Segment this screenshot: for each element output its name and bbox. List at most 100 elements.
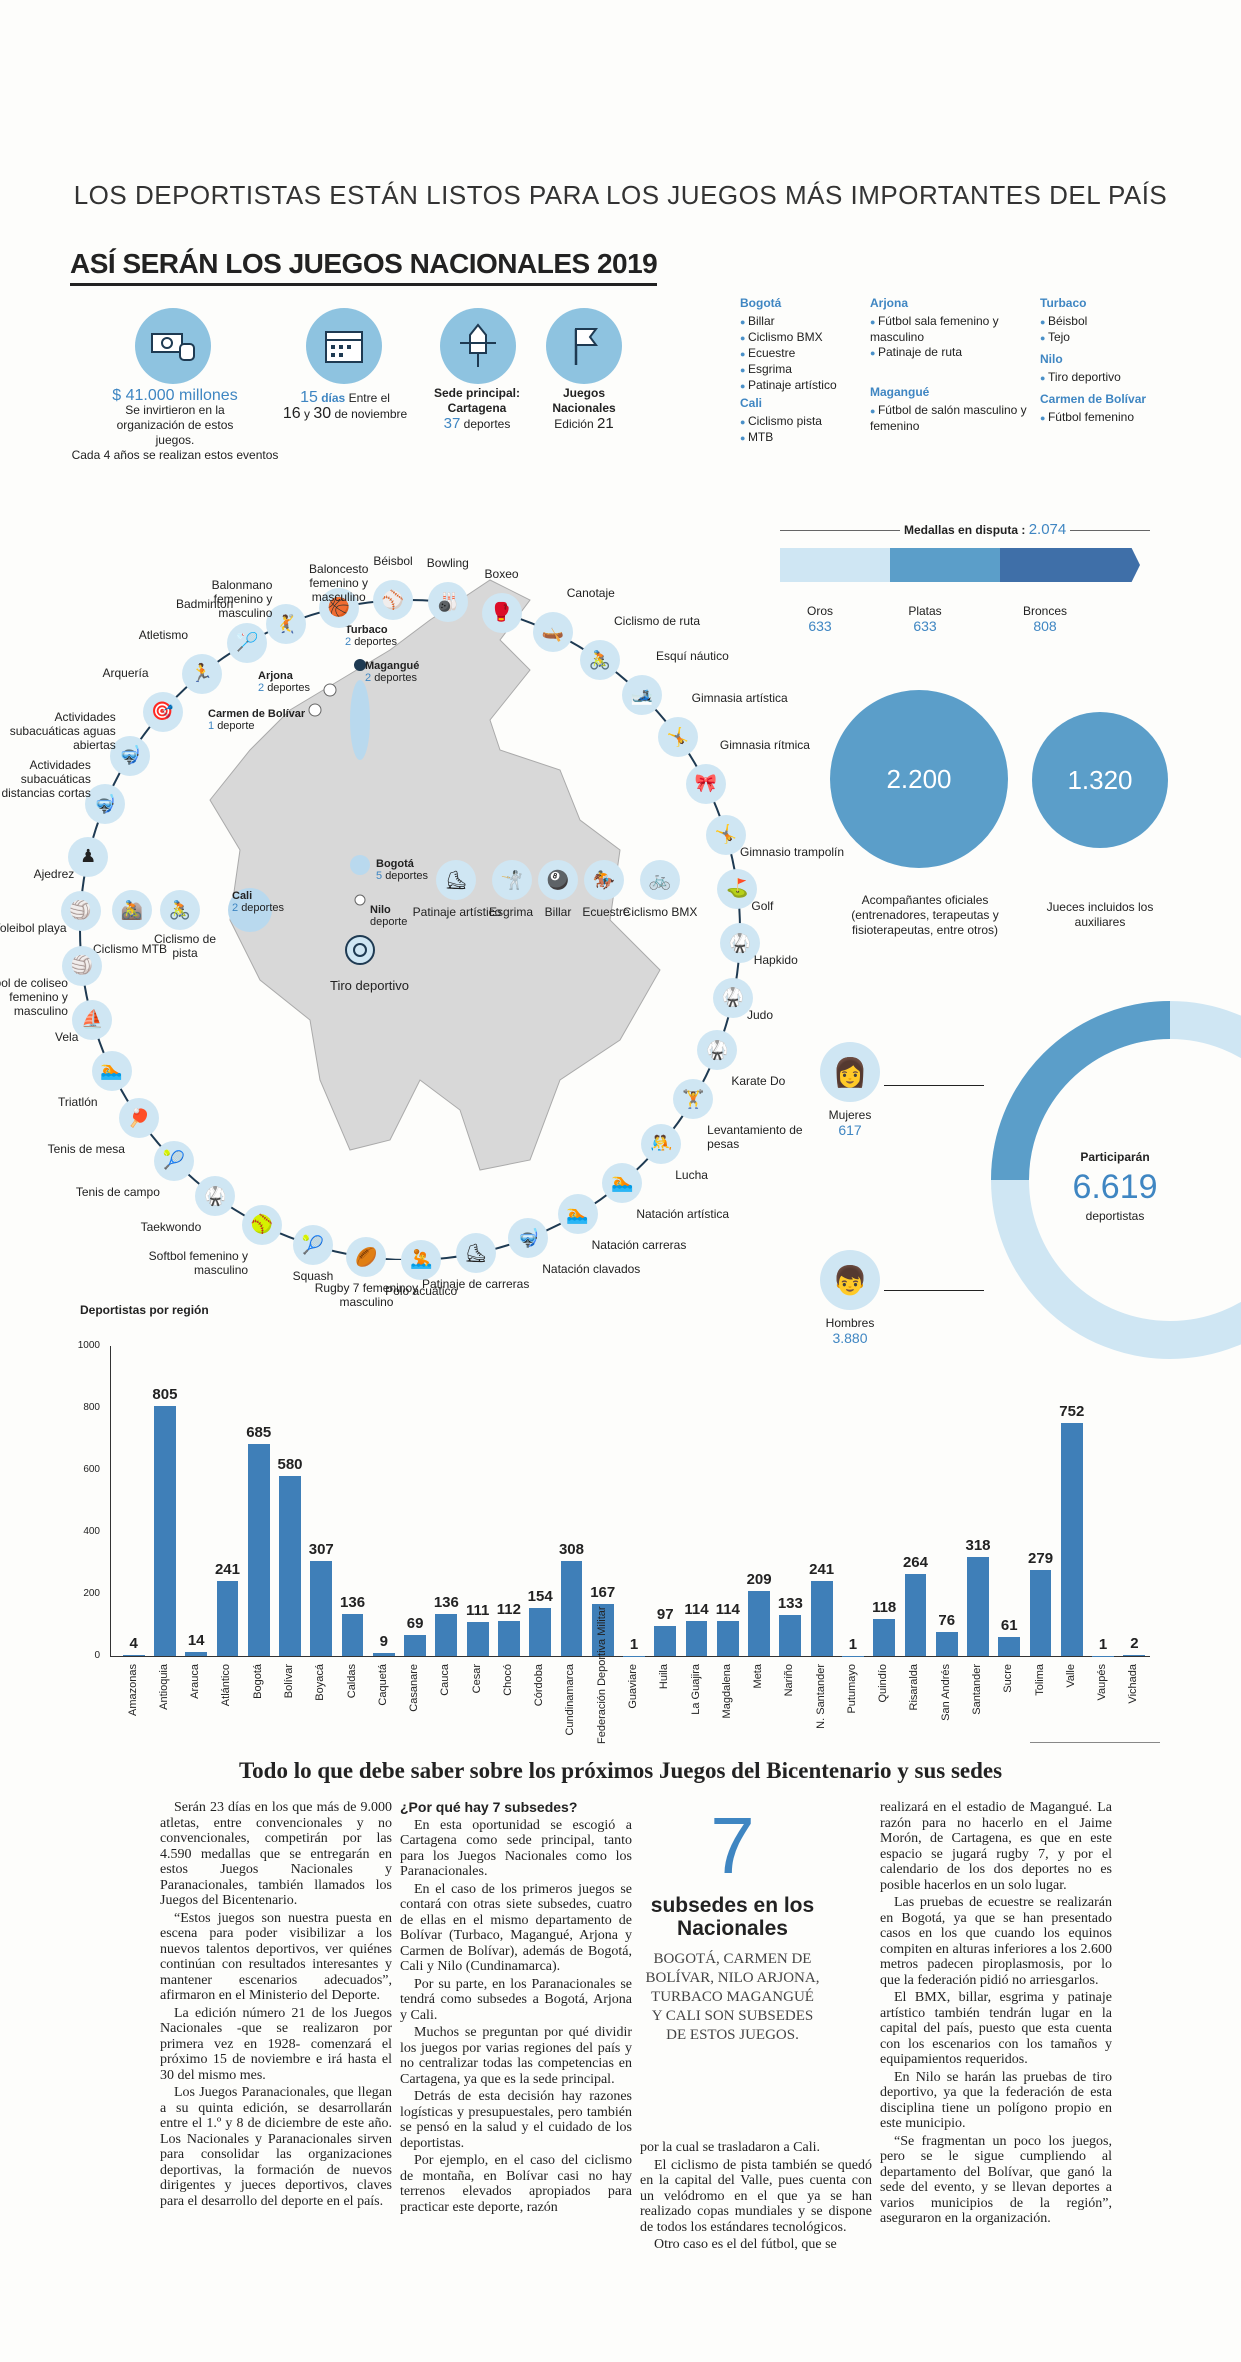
bar-value-label: 752 (1059, 1402, 1085, 1420)
article-col-4: realizará en el estadio de Magangué. La … (880, 1800, 1112, 2229)
category-label: Bogotá (251, 1664, 264, 1699)
list-item: Billar (740, 314, 870, 330)
jueces-circle: 1.320 (1032, 712, 1168, 848)
oros-value: 633 (808, 618, 832, 634)
subsede-sports: Tiro deportivo (1040, 370, 1200, 386)
sport-label: Judo (746, 1007, 773, 1022)
sport-label: Tenis de mesa (47, 1142, 125, 1157)
bar-value-label: 136 (433, 1593, 459, 1611)
investment-value: $ 41.000 millones (112, 387, 238, 404)
category-label: Santander (971, 1664, 983, 1715)
days-word: días (321, 391, 346, 405)
sport-label: Béisbol (373, 554, 413, 569)
article-col-1: Serán 23 días en los que más de 9.000 at… (160, 1800, 392, 2211)
sport-icon: 🏉 (346, 1237, 387, 1278)
bar-value-label: 209 (746, 1571, 772, 1589)
venue-icon (440, 308, 516, 384)
bar-24 (873, 1619, 896, 1656)
sport-label: Softbol femenino y masculino (148, 1248, 249, 1277)
subsede-name: Magangué (870, 385, 930, 399)
bar-29 (1029, 1569, 1052, 1656)
category-label: Atlántico (220, 1664, 233, 1707)
mtb-icon: 🚵 (112, 890, 152, 930)
bogota-word: deportes (385, 870, 428, 882)
cali-marker (228, 888, 272, 932)
days-start: 16 (282, 405, 301, 422)
subsedes-col-2: Arjona Fútbol sala femenino y masculino … (870, 296, 1040, 448)
bar-5 (279, 1476, 301, 1656)
arjona-marker (323, 683, 337, 697)
oros-block: Oros 633 (790, 604, 850, 635)
days-block: 15 días Entre el 16 y 30 de noviembre (270, 390, 420, 422)
category-label: Huila (658, 1664, 671, 1690)
paragraph: Muchos se preguntan por qué dividir los … (400, 2025, 632, 2087)
sport-icon: 🤾 (266, 604, 307, 645)
category-label: Putumayo (845, 1664, 858, 1714)
bar-0 (122, 1654, 145, 1656)
sport-icon: ⚾ (373, 580, 414, 621)
sport-icon: 🤼 (641, 1123, 682, 1164)
bar-value-label: 308 (558, 1540, 584, 1558)
sport-icon: 🤿 (508, 1218, 549, 1259)
sport-label: Actividades subacuáticas aguas abiertas (9, 709, 116, 752)
bar-value-label: 9 (379, 1633, 388, 1651)
subsede-name: Carmen de Bolívar (1040, 392, 1147, 406)
subsede-name: Nilo (1040, 352, 1063, 366)
bronze-bar (1000, 548, 1140, 582)
sport-icon: 🤽 (401, 1239, 442, 1280)
category-label: Federación Deportiva Militar (595, 1606, 608, 1744)
category-label: Córdoba (533, 1664, 546, 1707)
list-item: Béisbol (1040, 314, 1200, 330)
bar-value-label: 14 (187, 1631, 205, 1649)
subsedes-col-1: Bogotá Billar Ciclismo BMX Ecuestre Esgr… (740, 296, 870, 460)
y-tick-label: 200 (83, 1588, 100, 1599)
x-axis (110, 1656, 1150, 1657)
men-label: Hombres (825, 1316, 875, 1330)
edition-label-2: Nacionales (552, 401, 616, 415)
sport-label: Baloncesto femenino y masculino (309, 561, 369, 604)
turbaco-count: 2 (345, 636, 352, 648)
bogota-sport-label: Billar (544, 905, 572, 919)
magangue-marker (350, 680, 370, 760)
sport-icon: 🏀 (318, 587, 359, 628)
list-item: Patinaje artístico (740, 378, 870, 394)
sport-icon: 🥋 (719, 923, 760, 964)
paragraph: En esta oportunidad se escogió a Cartage… (400, 1817, 632, 1880)
subsede-sports: Ciclismo pista MTB (740, 414, 870, 446)
category-label: Chocó (501, 1664, 514, 1696)
category-label: Nariño (783, 1664, 796, 1697)
women-pointer (884, 1085, 984, 1086)
men-value: 3.880 (832, 1330, 868, 1346)
bar-value-label: 133 (777, 1594, 803, 1612)
cali-sport-label: Ciclismo de pista (153, 932, 216, 960)
bar-15 (591, 1604, 614, 1656)
category-label: Vichada (1127, 1664, 1140, 1704)
fencing-icon: 🤺 (492, 860, 532, 900)
subsede-sports: Fútbol femenino (1040, 410, 1200, 426)
bar-19 (716, 1620, 739, 1656)
jueces-label: Jueces incluidos los auxiliares (1046, 900, 1154, 929)
sport-icon: ⛳ (717, 868, 758, 909)
sport-icon: 🎯 (142, 691, 183, 732)
sport-label: Polo acuático (385, 1283, 458, 1298)
bar-value-label: 1 (848, 1635, 858, 1653)
bogota-sport-label: Ecuestre (582, 905, 630, 919)
sport-icon: 🤸 (657, 717, 698, 757)
participants-block: Participarán 6.619 deportistas (1055, 1150, 1175, 1224)
women-block: Mujeres 617 (810, 1108, 890, 1139)
subsede-sports: Fútbol de salón masculino y femenino (870, 403, 1040, 434)
category-label: Caquetá (376, 1664, 389, 1706)
edition-label-1: Juegos (562, 386, 605, 400)
sport-label: Arquería (102, 665, 149, 680)
bar-value-label: 61 (1000, 1617, 1018, 1635)
sport-icon: ♟ (68, 836, 109, 877)
calendar-icon (306, 308, 382, 384)
sport-label: Balonmano femenino y masculino (211, 578, 273, 621)
bar-value-label: 114 (715, 1600, 740, 1618)
edition-word: Edición (554, 417, 594, 431)
subsede-name: Bogotá (740, 296, 782, 310)
turbaco-word: deportes (354, 636, 397, 648)
paragraph: Las pruebas de ecuestre se realizarán en… (880, 1895, 1112, 1988)
paragraph: “Se fragmentan un poco los juegos, pero … (880, 2133, 1112, 2227)
nilo-marker (354, 894, 366, 906)
